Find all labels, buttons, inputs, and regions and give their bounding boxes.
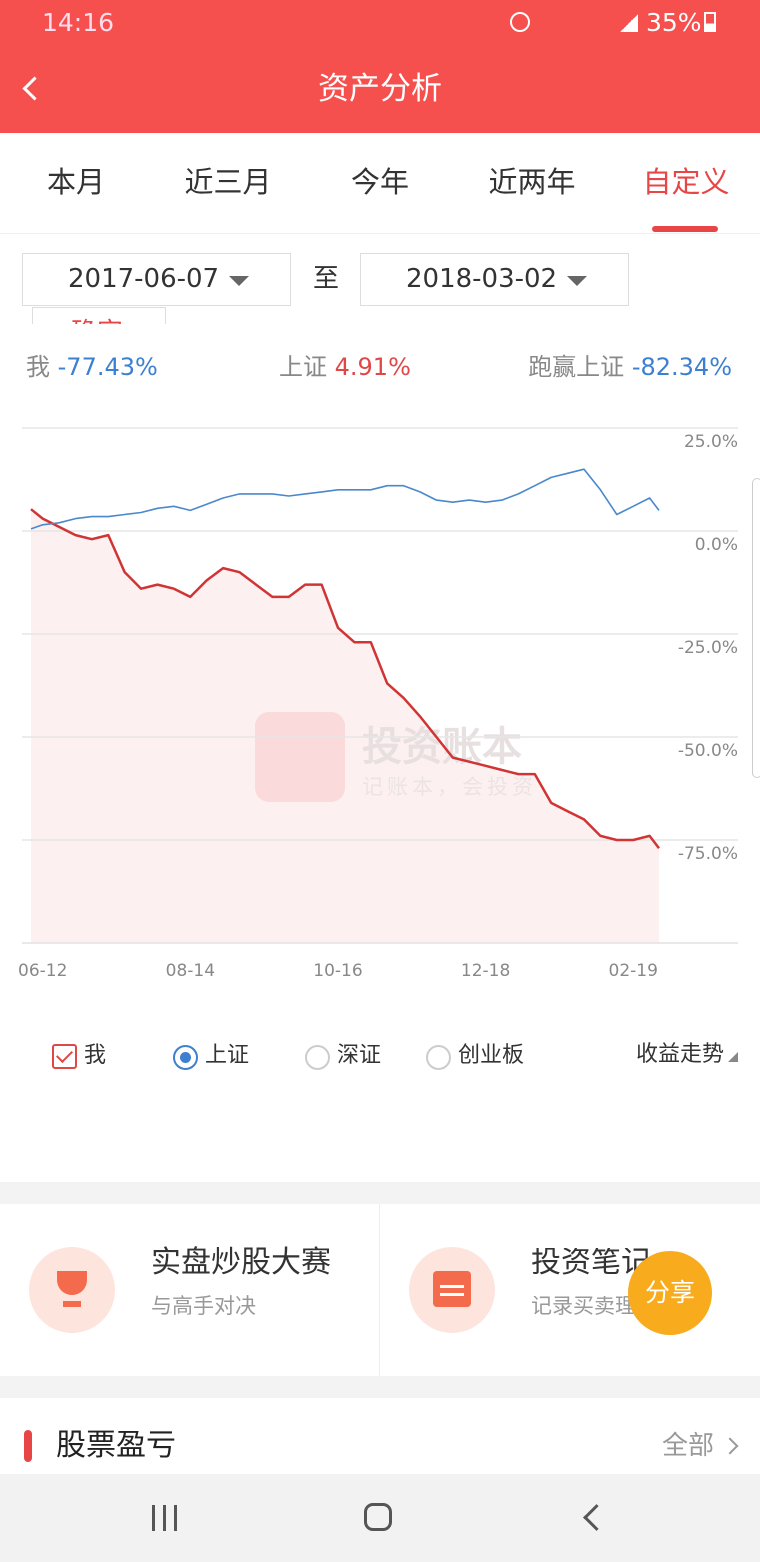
watermark-subtitle: 记账本，会投资 <box>362 775 537 799</box>
line <box>30 508 660 849</box>
y-tick-label: -25.0% <box>678 638 738 658</box>
scrollbar <box>752 478 760 778</box>
battery-icon <box>704 12 716 32</box>
share-button[interactable]: 分享 <box>628 1251 712 1335</box>
card-divider <box>379 1204 380 1376</box>
confirm-button[interactable]: 确定 <box>32 307 166 324</box>
nav-bar <box>0 1474 760 1562</box>
tab[interactable]: 自定义 <box>642 165 730 199</box>
radio-selected[interactable] <box>173 1045 198 1070</box>
y-tick-label: -75.0% <box>678 844 738 864</box>
share-label: 分享 <box>644 1278 695 1307</box>
option-label: 深证 <box>337 1043 382 1068</box>
tab[interactable]: 今年 <box>350 165 409 199</box>
summary-index: 上证 4.91% <box>279 355 411 379</box>
divider <box>0 233 760 234</box>
summary-value: -77.43% <box>57 353 158 381</box>
page-title: 资产分析 <box>318 71 442 107</box>
summary-label: 上证 <box>279 353 327 381</box>
notebook-lines <box>440 1285 464 1288</box>
notes-icon[interactable] <box>409 1247 495 1333</box>
date-separator: 至 <box>313 264 340 294</box>
status-battery: 35% <box>646 8 702 37</box>
tab[interactable]: 近三月 <box>184 165 272 199</box>
notebook <box>433 1271 471 1307</box>
checkbox-me[interactable] <box>52 1044 77 1069</box>
section-more[interactable]: 全部 <box>662 1431 715 1461</box>
trophy-base <box>63 1301 81 1307</box>
summary-label: 跑赢上证 <box>528 353 625 381</box>
x-tick-label: 10-16 <box>313 961 362 981</box>
x-tick-label: 02-19 <box>609 961 658 981</box>
check-mark <box>56 1046 73 1063</box>
separator <box>0 1182 760 1204</box>
start-date: 2017-06-07 <box>68 264 220 294</box>
contest-icon[interactable] <box>29 1247 115 1333</box>
confirm-label: 确定 <box>33 308 165 324</box>
end-date: 2018-03-02 <box>406 264 558 294</box>
card-title: 实盘炒股大赛 <box>151 1245 331 1280</box>
y-tick-label: -50.0% <box>678 741 738 761</box>
dropdown-arrow <box>229 276 249 286</box>
card-subtitle: 与高手对决 <box>151 1294 256 1318</box>
y-tick-label: 0.0% <box>695 535 738 555</box>
home-button[interactable] <box>364 1503 392 1531</box>
x-tick-label: 08-14 <box>166 961 215 981</box>
x-tick-label: 12-18 <box>461 961 510 981</box>
radio[interactable] <box>426 1045 451 1070</box>
view-mode-arrow <box>728 1052 738 1062</box>
tab[interactable]: 近两年 <box>488 165 576 199</box>
dropdown-arrow <box>567 276 587 286</box>
trophy <box>57 1271 87 1295</box>
recents-button[interactable] <box>152 1505 178 1531</box>
option-label: 我 <box>84 1043 107 1068</box>
chevron <box>721 1437 739 1455</box>
start-date-picker[interactable] <box>22 253 291 306</box>
x-tick-label: 06-12 <box>18 961 67 981</box>
watermark-title: 投资账本 <box>362 724 522 770</box>
y-tick-label: 25.0% <box>684 432 738 452</box>
watermark-logo <box>255 712 345 802</box>
line <box>30 468 660 530</box>
option-label: 创业板 <box>458 1043 525 1068</box>
tab-indicator <box>652 226 718 232</box>
summary-me: 我 -77.43% <box>26 355 158 379</box>
summary-label: 我 <box>26 353 50 381</box>
section-marker <box>24 1430 32 1462</box>
radio-dot <box>180 1052 191 1063</box>
separator <box>0 1376 760 1398</box>
chart: 投资账本 记账本，会投资 25.0% 0.0% -25.0% -50.0% -75.0%… <box>18 427 738 981</box>
summary-excess: 跑赢上证 -82.34% <box>528 355 732 379</box>
card-subtitle: 记录买卖理由 <box>531 1296 651 1317</box>
radio[interactable] <box>305 1045 330 1070</box>
option-label: 上证 <box>205 1043 250 1068</box>
section-title: 股票盈亏 <box>56 1428 176 1463</box>
summary-value: -82.34% <box>631 353 732 381</box>
end-date-picker[interactable] <box>360 253 629 306</box>
status-time: 14:16 <box>42 8 115 37</box>
view-mode[interactable]: 收益走势 <box>636 1042 725 1067</box>
card-title: 投资笔记 <box>531 1248 651 1278</box>
tab[interactable]: 本月 <box>46 165 105 199</box>
summary-value: 4.91% <box>334 353 411 381</box>
alarm-icon <box>510 12 530 32</box>
signal-icon <box>620 14 638 32</box>
